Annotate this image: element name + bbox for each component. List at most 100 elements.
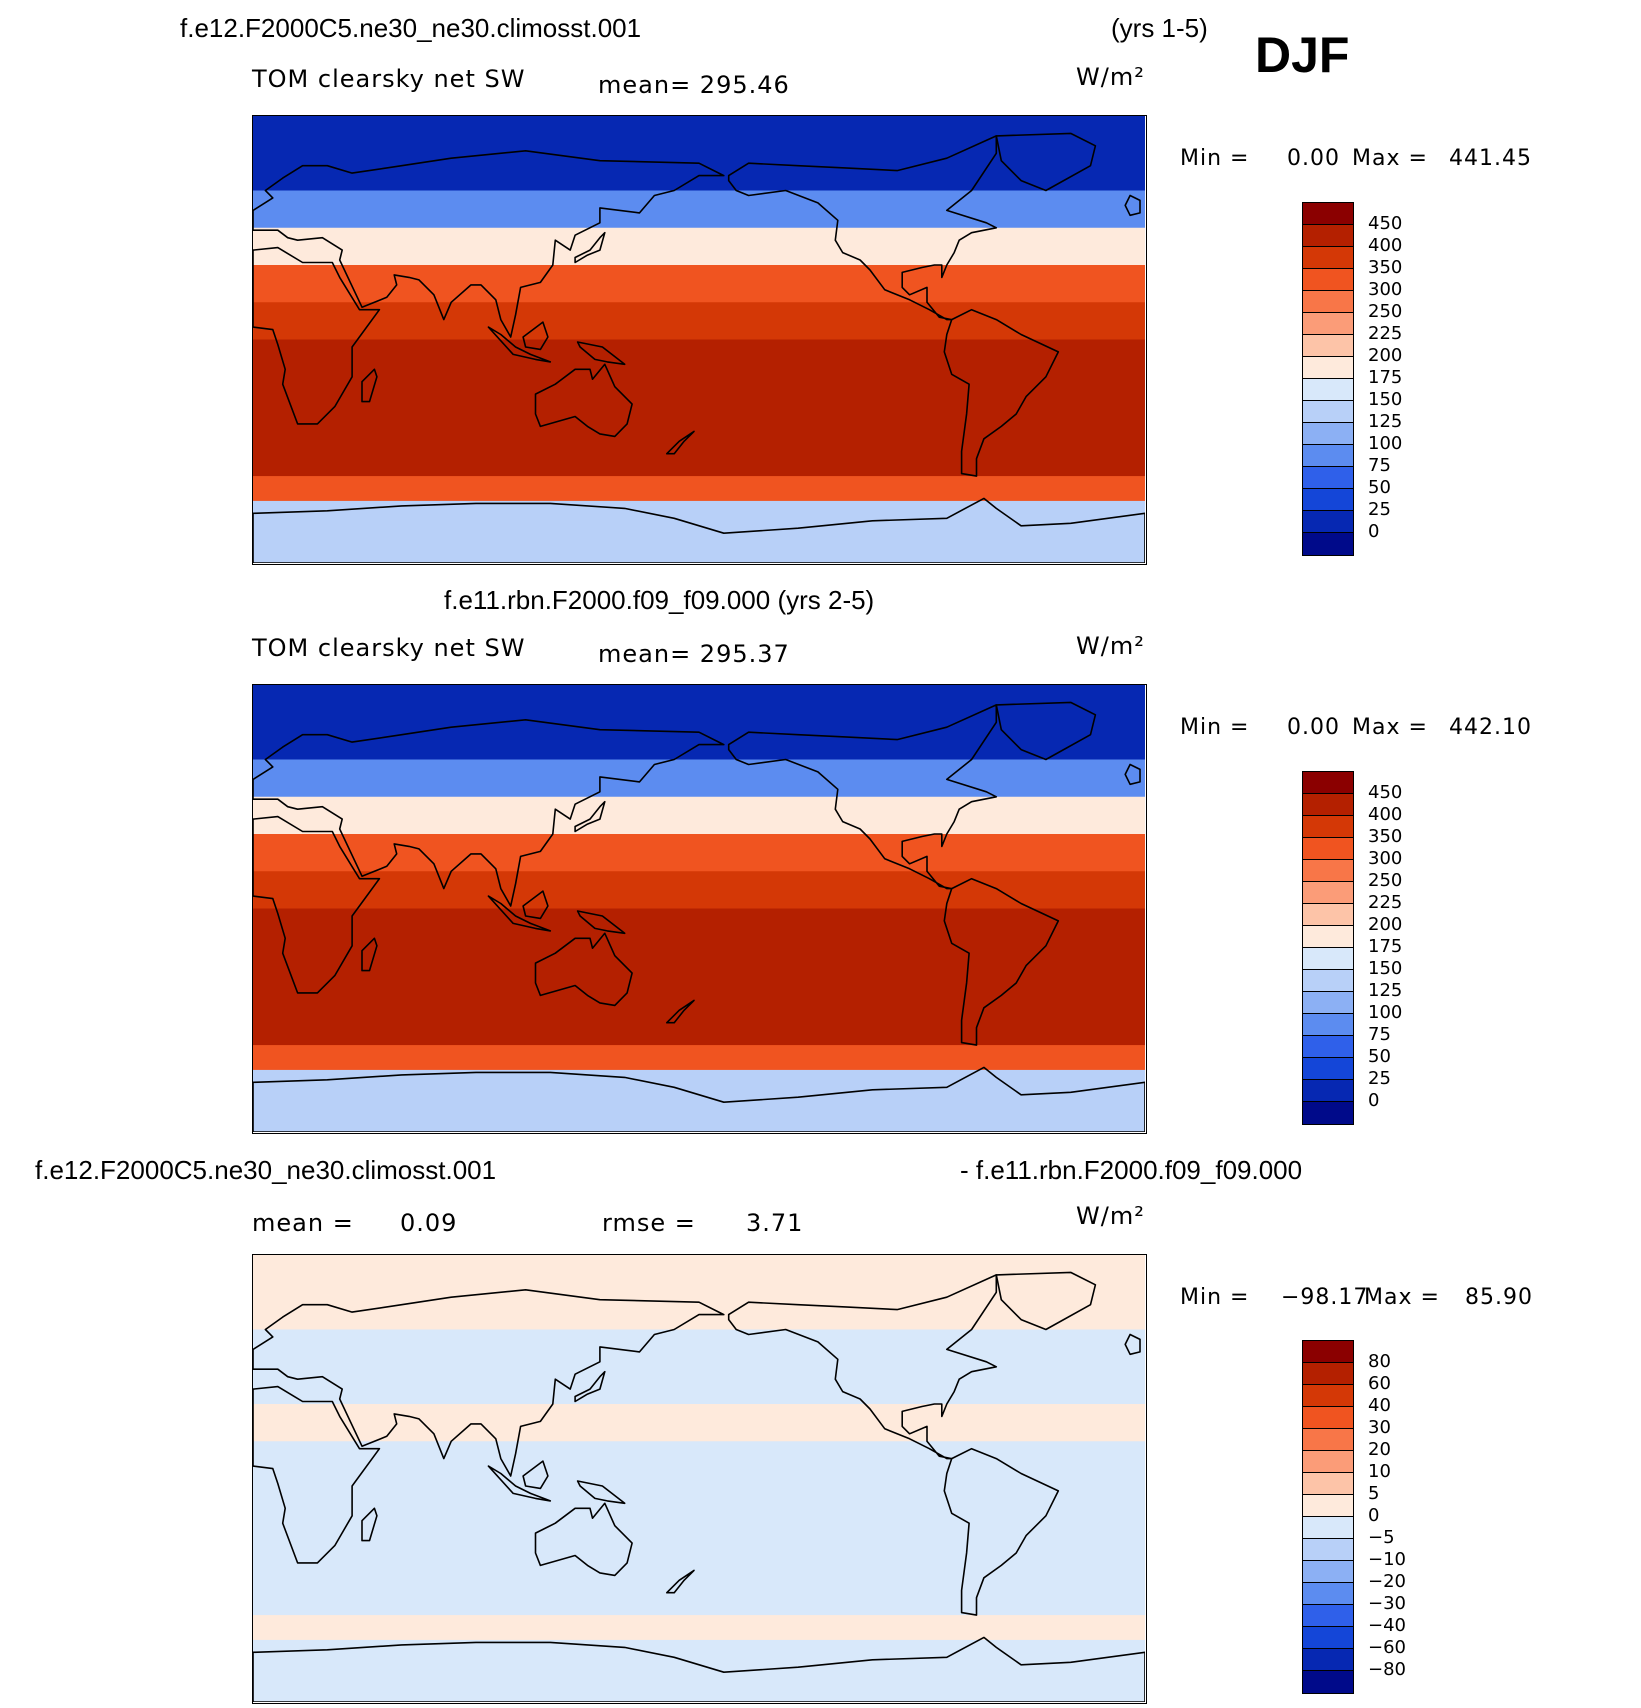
zonal-band-0-15N bbox=[253, 302, 1145, 340]
panel1-min-value: 0.00 bbox=[1287, 146, 1340, 171]
colorbar-tick-label: 450 bbox=[1368, 782, 1403, 803]
colorbar-segment bbox=[1303, 291, 1353, 313]
panel2-max-label: Max = bbox=[1352, 715, 1428, 740]
colorbar-segment bbox=[1303, 1429, 1353, 1451]
panel3-min-label: Min = bbox=[1180, 1285, 1250, 1310]
colorbar-segment bbox=[1303, 838, 1353, 860]
colorbar-segment bbox=[1303, 1385, 1353, 1407]
coastline-new_guinea bbox=[576, 910, 626, 935]
colorbar-tick-label: −60 bbox=[1368, 1637, 1406, 1658]
coastline-madagascar bbox=[361, 368, 378, 403]
panel1-years: (yrs 1-5) bbox=[1111, 13, 1208, 43]
panel2-case-title: f.e11.rbn.F2000.f09_f09.000 (yrs 2-5) bbox=[444, 585, 875, 615]
zonal-band-45N-60N bbox=[253, 759, 1145, 798]
colorbar-segment bbox=[1303, 1363, 1353, 1385]
colorbar-tick-label: 80 bbox=[1368, 1351, 1391, 1372]
panel1-units: W/m² bbox=[1076, 63, 1145, 91]
colorbar-segment bbox=[1303, 904, 1353, 926]
coastline-antarctica bbox=[253, 1636, 1145, 1702]
panel3-map bbox=[252, 1254, 1147, 1704]
colorbar-segment bbox=[1303, 1014, 1353, 1036]
colorbar-tick-label: 300 bbox=[1368, 848, 1403, 869]
colorbar-segment bbox=[1303, 467, 1353, 489]
colorbar-tick-label: 150 bbox=[1368, 389, 1403, 410]
colorbar-segment bbox=[1303, 357, 1353, 379]
colorbar-segment bbox=[1303, 1036, 1353, 1058]
colorbar-tick-label: 200 bbox=[1368, 914, 1403, 935]
coastline-south_america bbox=[943, 1447, 1060, 1616]
coastline-greenland bbox=[995, 1271, 1097, 1331]
panel1-mean: mean= 295.46 bbox=[598, 71, 790, 99]
colorbar-tick-label: −40 bbox=[1368, 1615, 1406, 1636]
colorbar-segment bbox=[1303, 379, 1353, 401]
coastline-greenland bbox=[995, 132, 1097, 192]
zonal-band-30N-45N bbox=[253, 1366, 1145, 1405]
panel2-map-svg bbox=[253, 685, 1145, 1132]
colorbar-segment bbox=[1303, 203, 1353, 225]
colorbar-tick-label: 100 bbox=[1368, 1002, 1403, 1023]
colorbar-tick-label: 400 bbox=[1368, 235, 1403, 256]
coastline-new_guinea bbox=[576, 341, 626, 366]
colorbar-tick-label: 225 bbox=[1368, 323, 1403, 344]
panel2-map bbox=[252, 684, 1147, 1134]
panel3-max-value: 85.90 bbox=[1465, 1285, 1533, 1310]
panel3-rmse-label: rmse = bbox=[602, 1209, 696, 1237]
colorbar-segment bbox=[1303, 1341, 1353, 1363]
colorbar-segment bbox=[1303, 1605, 1353, 1627]
colorbar-tick-label: 175 bbox=[1368, 367, 1403, 388]
colorbar-tick-label: 0 bbox=[1368, 1090, 1380, 1111]
colorbar-segment bbox=[1303, 948, 1353, 970]
coastline-uk bbox=[1124, 194, 1141, 217]
panel3-mean-label: mean = bbox=[252, 1209, 354, 1237]
coastline-borneo bbox=[522, 321, 549, 351]
panel2-min-value: 0.00 bbox=[1287, 715, 1340, 740]
colorbar-segment bbox=[1303, 225, 1353, 247]
colorbar-segment bbox=[1303, 1407, 1353, 1429]
coastline-borneo bbox=[522, 890, 549, 920]
colorbar-segment bbox=[1303, 423, 1353, 445]
colorbar-tick-label: −80 bbox=[1368, 1659, 1406, 1680]
coastline-australia bbox=[534, 363, 633, 438]
zonal-band-0-30S bbox=[253, 908, 1145, 984]
panel1-colorbar bbox=[1302, 202, 1354, 556]
coastline-australia bbox=[534, 1502, 633, 1577]
panel1-min-label: Min = bbox=[1180, 146, 1250, 171]
zonal-band-30N-45N bbox=[253, 227, 1145, 266]
zonal-band-0-15N bbox=[253, 1441, 1145, 1479]
coastline-north_america bbox=[727, 1274, 998, 1460]
colorbar-tick-label: 250 bbox=[1368, 870, 1403, 891]
zonal-band-65S-90S bbox=[253, 500, 1145, 563]
colorbar-segment bbox=[1303, 1583, 1353, 1605]
colorbar-segment bbox=[1303, 1495, 1353, 1517]
panel3-max-label: Max = bbox=[1364, 1285, 1440, 1310]
panel3-case-left: f.e12.F2000C5.ne30_ne30.climosst.001 bbox=[35, 1155, 497, 1185]
colorbar-segment bbox=[1303, 1627, 1353, 1649]
colorbar-segment bbox=[1303, 313, 1353, 335]
coastline-indonesia bbox=[487, 1465, 552, 1502]
panel2-variable: TOM clearsky net SW bbox=[252, 634, 526, 662]
colorbar-segment bbox=[1303, 335, 1353, 357]
coastline-africa bbox=[253, 1385, 381, 1564]
colorbar-tick-label: 25 bbox=[1368, 1068, 1391, 1089]
zonal-band-30S-55S bbox=[253, 414, 1145, 477]
colorbar-tick-label: 0 bbox=[1368, 1505, 1380, 1526]
coastline-eurasia bbox=[253, 149, 725, 338]
colorbar-tick-label: −20 bbox=[1368, 1571, 1406, 1592]
zonal-band-30N-45N bbox=[253, 796, 1145, 835]
zonal-band-65S-90S bbox=[253, 1069, 1145, 1132]
coastline-eurasia bbox=[253, 718, 725, 907]
coastline-australia bbox=[534, 932, 633, 1007]
coastline-greenland bbox=[995, 701, 1097, 761]
colorbar-segment bbox=[1303, 401, 1353, 423]
zonal-band-45N-60N bbox=[253, 190, 1145, 229]
coastline-south_america bbox=[943, 308, 1060, 477]
coastline-indonesia bbox=[487, 326, 552, 363]
coastline-uk bbox=[1124, 763, 1141, 786]
colorbar-segment bbox=[1303, 247, 1353, 269]
colorbar-tick-label: −10 bbox=[1368, 1549, 1406, 1570]
colorbar-segment bbox=[1303, 794, 1353, 816]
colorbar-segment bbox=[1303, 1561, 1353, 1583]
zonal-band-60N-90N bbox=[253, 685, 1145, 760]
colorbar-segment bbox=[1303, 445, 1353, 467]
coastline-new_zealand bbox=[665, 430, 695, 455]
